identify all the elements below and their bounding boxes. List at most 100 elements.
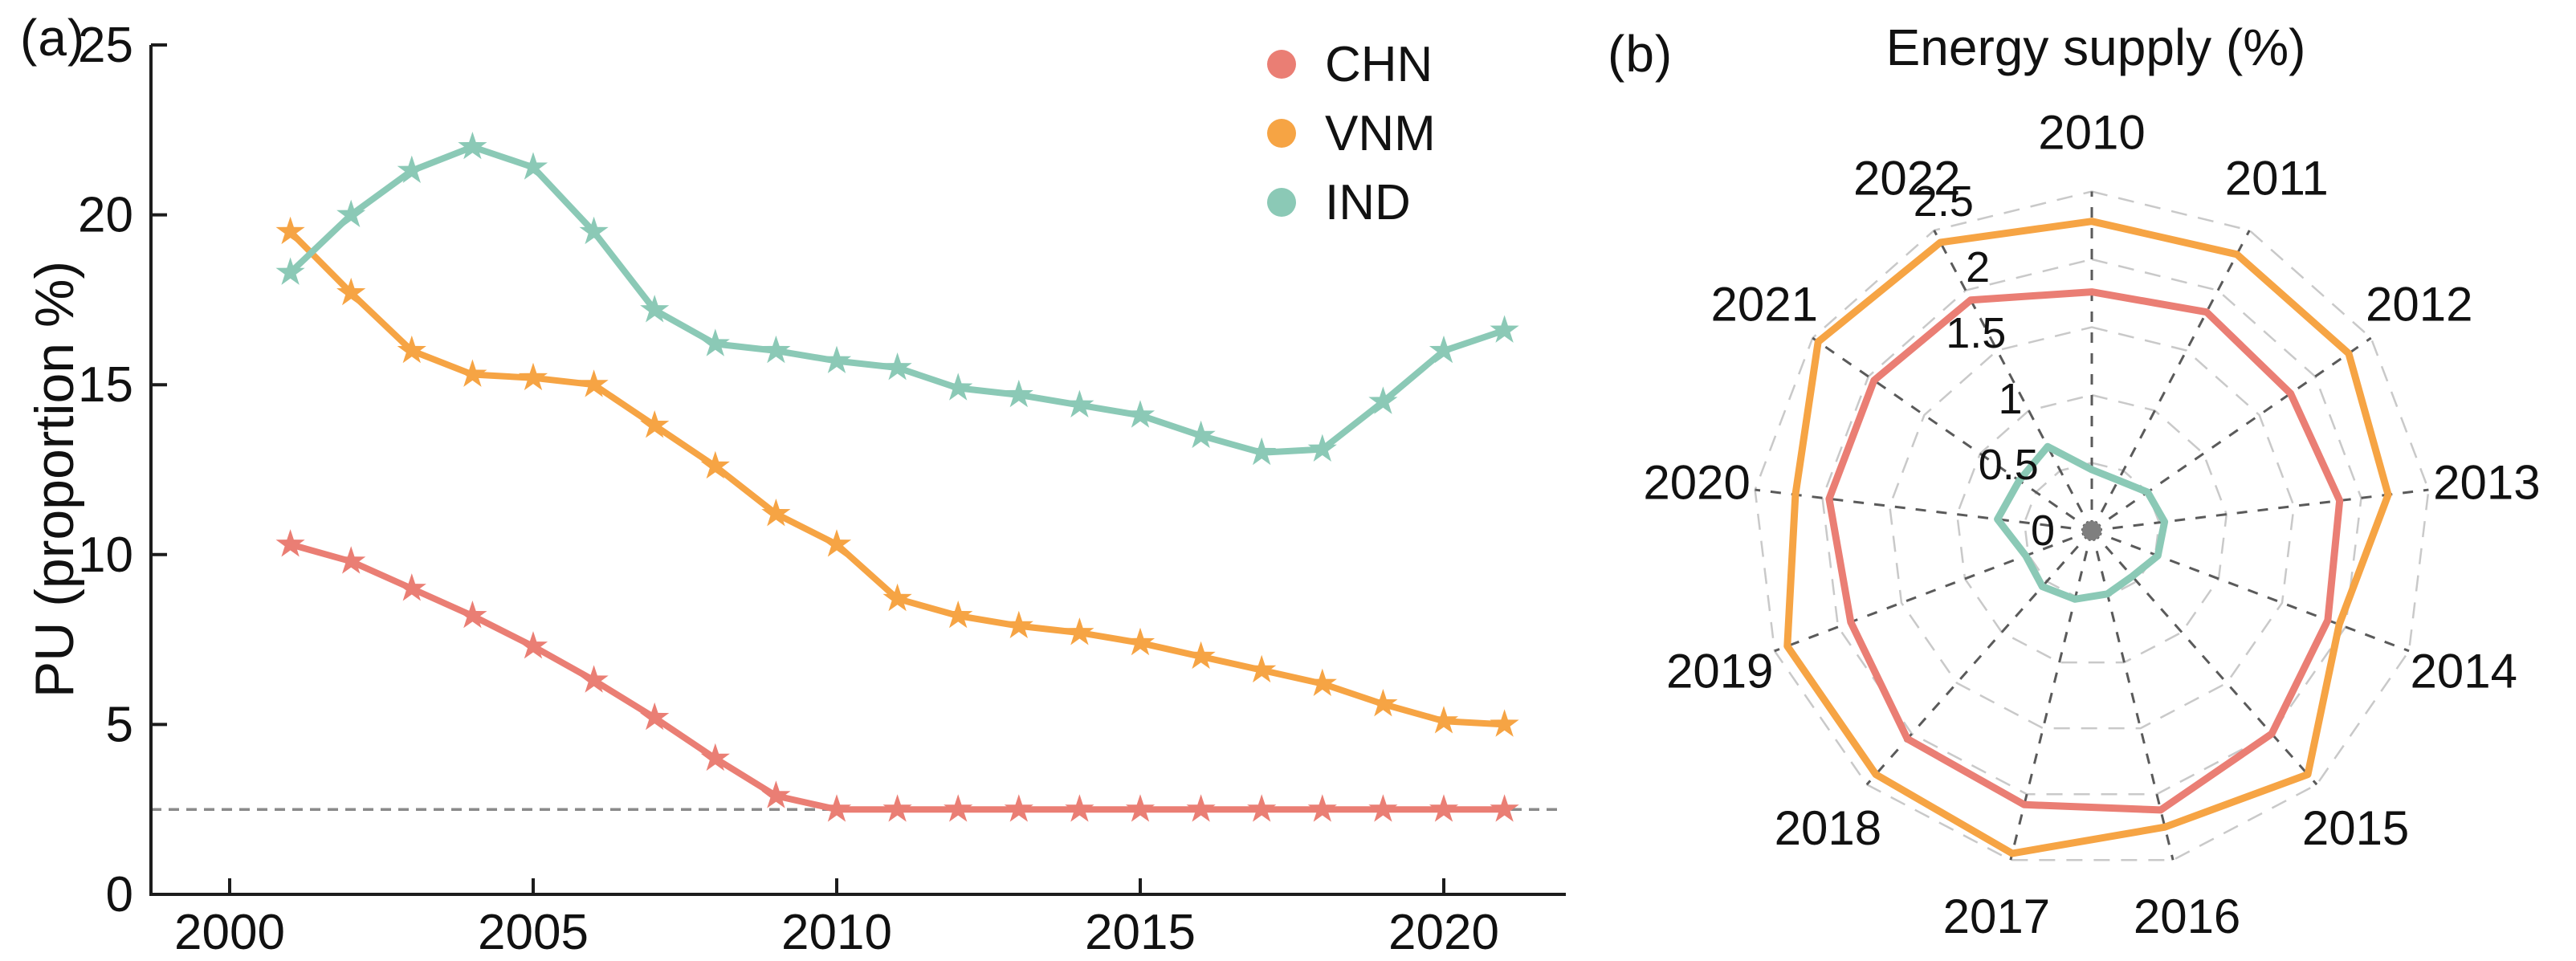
star-marker-IND [944,373,973,401]
radar-spoke [1774,529,2093,653]
star-marker-VNM [1186,641,1216,670]
panel-b-title: Energy supply (%) [1885,18,2306,76]
radar-category-label-2019: 2019 [1666,645,1773,698]
star-marker-VNM [1004,610,1033,638]
star-marker-VNM [1368,689,1398,717]
vnm-legend-dot-icon [1267,119,1296,148]
star-marker-IND [397,155,426,183]
panel-b-label: (b) [1608,25,1673,83]
radar-category-label-2020: 2020 [1643,455,1750,509]
star-marker-IND [336,199,366,227]
star-marker-VNM [944,601,973,629]
star-marker-CHN [1247,794,1277,822]
panel-a-legend: CHN VNM IND [1267,36,1436,230]
radar-category-label-2014: 2014 [2411,645,2517,698]
radar-spoke [2090,530,2318,786]
star-marker-CHN [1125,794,1156,822]
star-marker-VNM [397,335,426,364]
radar-center-dot [2082,521,2101,540]
x-tick-label: 2010 [781,905,892,960]
radar-category-label-2018: 2018 [1775,801,1881,855]
radar-category-label-2017: 2017 [1943,890,2050,943]
radar-category-label-2013: 2013 [2433,455,2540,509]
radar-series-CHN [1825,288,2344,814]
star-marker-VNM [882,583,912,612]
star-marker-CHN [1065,794,1094,822]
radar-rtick-label: 0 [2031,507,2055,555]
star-marker-IND [275,257,305,285]
radar-spoke [2091,488,2429,532]
radar-series-VNM [1783,218,2392,857]
star-marker-IND [1004,379,1033,408]
radar-spoke [2091,336,2372,532]
radar-spoke [2090,530,2175,861]
star-marker-CHN [1490,794,1519,822]
radar-ring [1955,393,2228,664]
legend-item-ind: IND [1267,174,1436,230]
radar-rtick-label: 0.5 [1979,441,2039,489]
radar-ring [1754,190,2430,861]
star-marker-IND [700,328,730,356]
star-marker-IND [640,295,670,323]
star-marker-VNM [1490,709,1519,737]
radar-spoke [1812,336,2093,532]
star-marker-CHN [1004,794,1033,822]
star-marker-IND [1429,335,1459,364]
chn-legend-dot-icon [1267,50,1296,79]
star-marker-IND [1247,437,1277,466]
star-marker-CHN [518,631,548,659]
panel-b: 0 0.5 1 1.5 2 2.5 2010 2011 2012 2013 2014 2015 2016… [1643,106,2540,944]
star-marker-IND [518,152,548,180]
star-marker-CHN [1368,794,1398,822]
star-marker-VNM [1065,617,1094,645]
legend-label-vnm: VNM [1325,105,1436,161]
star-marker-IND [1490,315,1519,343]
star-marker-CHN [458,601,487,629]
star-marker-CHN [336,546,366,574]
star-marker-IND [1368,386,1398,414]
radar-spoke [1933,230,2093,531]
radar-ring [1889,326,2295,730]
star-marker-CHN [821,794,852,822]
legend-label-ind: IND [1325,174,1411,230]
star-marker-IND [1186,420,1216,449]
star-marker-IND [882,352,912,381]
star-marker-VNM [1307,668,1337,696]
ind-legend-dot-icon [1267,188,1296,217]
radar-category-label-2015: 2015 [2302,801,2409,855]
star-marker-CHN [700,743,730,772]
radar-spoke [2090,230,2251,531]
radar-ring [1821,258,2362,796]
star-marker-CHN [397,573,426,601]
star-marker-CHN [275,529,305,557]
star-marker-VNM [579,369,609,397]
legend-item-vnm: VNM [1267,105,1436,161]
star-marker-VNM [1429,706,1459,734]
radar-category-label-2022: 2022 [1853,151,1960,205]
panel-a-series-IND [275,132,1519,466]
star-marker-CHN [882,794,912,822]
star-marker-VNM [518,362,548,391]
star-marker-IND [761,335,791,364]
star-marker-CHN [1307,794,1337,822]
star-marker-IND [1307,434,1337,462]
radar-spoke [1865,530,2093,786]
panel-a-y-axis-title: PU (proportion %) [24,260,85,698]
legend-label-chn: CHN [1325,36,1433,92]
star-marker-IND [1065,389,1094,417]
legend-item-chn: CHN [1267,36,1436,92]
series-line-VNM [287,228,1508,728]
radar-rtick-label: 2.5 [1914,177,1974,226]
star-marker-IND [579,216,609,245]
radar-category-label-2021: 2021 [1710,278,1817,332]
star-marker-VNM [700,450,730,479]
radar-spoke [2091,529,2410,653]
x-tick-label: 2020 [1388,905,1499,960]
y-tick-label: 20 [78,188,133,243]
radar-series-IND [1994,442,2169,603]
y-tick-label: 15 [78,357,133,413]
radar-rtick-label: 2 [1966,243,1990,291]
radar-category-label-2011: 2011 [2225,151,2329,205]
